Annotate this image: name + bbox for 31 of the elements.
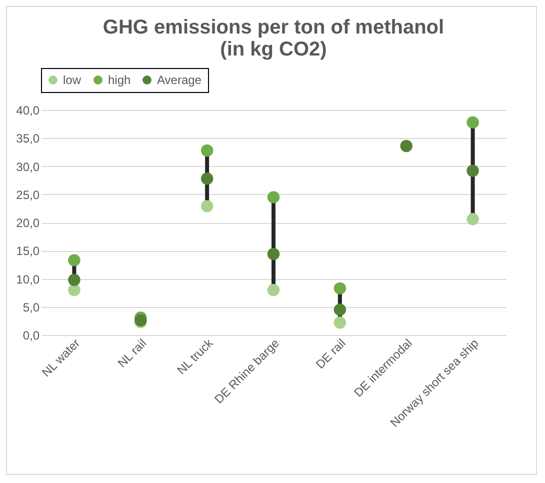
point xyxy=(267,284,280,296)
y-tick-label: 30,0 xyxy=(16,160,40,174)
x-tick-label: NL rail xyxy=(115,336,150,370)
point xyxy=(68,284,80,296)
point xyxy=(200,200,214,212)
point xyxy=(334,316,346,329)
point xyxy=(68,274,80,286)
y-tick-label: 25,0 xyxy=(16,188,40,202)
y-tick-label: 35,0 xyxy=(16,132,40,146)
chart-title: GHG emissions per ton of methanol (in kg CO2) xyxy=(102,16,444,60)
y-tick-label: 5,0 xyxy=(22,300,40,314)
point xyxy=(200,144,214,157)
point xyxy=(68,254,80,266)
y-tick-label: 40,0 xyxy=(16,104,40,118)
point xyxy=(200,172,214,185)
y-tick-label: 20,0 xyxy=(16,216,40,230)
point xyxy=(466,213,479,226)
point xyxy=(400,140,412,152)
legend-label: Average xyxy=(157,73,202,87)
legend-label: high xyxy=(108,73,131,87)
y-tick-label: 0,0 xyxy=(22,328,40,342)
point xyxy=(267,248,280,260)
y-tick-label: 15,0 xyxy=(16,244,40,258)
point xyxy=(466,164,479,177)
x-tick-label: DE rail xyxy=(313,336,348,372)
point xyxy=(334,282,346,294)
point xyxy=(267,191,280,204)
y-tick-label: 10,0 xyxy=(16,272,40,286)
point xyxy=(334,304,346,316)
legend-label: low xyxy=(63,73,82,87)
point xyxy=(466,116,479,128)
